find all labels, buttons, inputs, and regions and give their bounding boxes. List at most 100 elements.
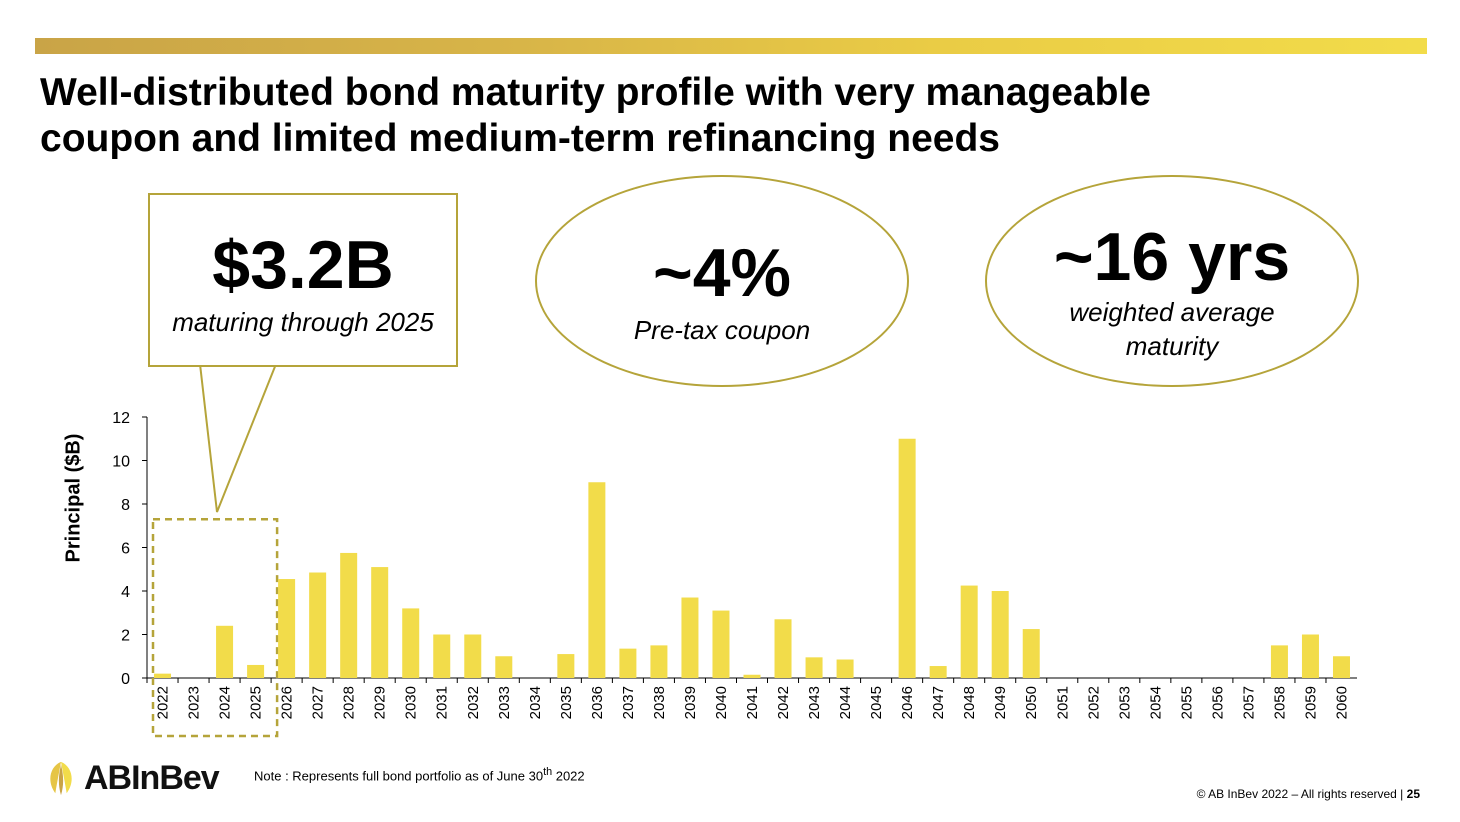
x-tick-label-2036: 2036	[589, 686, 606, 719]
bar-2044	[836, 659, 854, 678]
coupon-value: ~4%	[653, 235, 791, 311]
bar-2031	[433, 634, 451, 678]
x-tick-label-2037: 2037	[620, 686, 637, 719]
x-tick-label-2045: 2045	[868, 686, 885, 719]
x-tick-label-2027: 2027	[310, 686, 327, 719]
x-tick-label-2058: 2058	[1271, 686, 1288, 719]
x-tick-label-2025: 2025	[248, 686, 265, 719]
maturity-value: ~16 yrs	[1053, 219, 1291, 295]
coupon-kpi-ellipse: ~4% Pre-tax coupon	[535, 175, 909, 387]
y-tick-label: 12	[112, 410, 130, 427]
footnote-superscript: th	[543, 766, 553, 778]
x-tick-label-2024: 2024	[217, 686, 234, 719]
bar-2038	[650, 645, 668, 678]
copyright-text: © AB InBev 2022 – All rights reserved |	[1196, 787, 1407, 801]
bar-2026	[278, 579, 296, 678]
bar-2046	[898, 438, 916, 678]
x-tick-label-2054: 2054	[1147, 686, 1164, 719]
x-tick-label-2041: 2041	[744, 686, 761, 719]
bar-2033	[495, 656, 513, 678]
bar-2040	[712, 610, 730, 678]
maturity-kpi-ellipse: ~16 yrs weighted average maturity	[985, 175, 1359, 387]
logo-wordmark: ABInBev	[84, 758, 220, 797]
page-title: Well-distributed bond maturity profile w…	[40, 70, 1340, 162]
bar-2041	[743, 674, 761, 678]
x-tick-label-2049: 2049	[992, 686, 1009, 719]
footnote-text: Note : Represents full bond portfolio as…	[254, 768, 544, 784]
x-tick-label-2039: 2039	[682, 686, 699, 719]
y-tick-label: 4	[121, 584, 130, 601]
x-tick-label-2042: 2042	[775, 686, 792, 719]
x-tick-label-2055: 2055	[1178, 686, 1195, 719]
bar-2025	[247, 664, 265, 678]
y-tick-label: 8	[121, 497, 130, 514]
bar-2047	[929, 666, 947, 678]
bar-2060	[1332, 656, 1350, 678]
x-tick-label-2060: 2060	[1333, 686, 1350, 719]
x-tick-label-2031: 2031	[434, 686, 451, 719]
x-tick-label-2038: 2038	[651, 686, 668, 719]
x-tick-label-2044: 2044	[837, 686, 854, 719]
maturity-caption: weighted average maturity	[1069, 297, 1275, 361]
bar-2036	[588, 482, 606, 678]
y-tick-label: 10	[112, 454, 130, 471]
company-logo: ABInBev	[42, 758, 220, 798]
x-tick-label-2053: 2053	[1116, 686, 1133, 719]
x-tick-label-2022: 2022	[155, 686, 172, 719]
bar-2039	[681, 597, 699, 678]
title-line-2: coupon and limited medium-term refinanci…	[40, 117, 1000, 160]
y-tick-label: 0	[121, 671, 130, 688]
x-tick-label-2035: 2035	[558, 686, 575, 719]
bar-2024	[216, 625, 234, 678]
page-number: 25	[1406, 787, 1420, 801]
x-tick-label-2051: 2051	[1054, 686, 1071, 719]
top-accent-bar	[35, 38, 1427, 54]
x-tick-label-2033: 2033	[496, 686, 513, 719]
x-tick-label-2034: 2034	[527, 686, 544, 719]
x-tick-label-2030: 2030	[403, 686, 420, 719]
x-tick-label-2032: 2032	[465, 686, 482, 719]
callout-value: $3.2B	[212, 227, 394, 303]
x-tick-label-2057: 2057	[1240, 686, 1257, 719]
x-tick-label-2023: 2023	[186, 686, 203, 719]
title-line-1: Well-distributed bond maturity profile w…	[40, 71, 1151, 114]
bar-2058	[1270, 645, 1288, 678]
x-tick-label-2029: 2029	[372, 686, 389, 719]
callout-box: $3.2B maturing through 2025	[148, 193, 458, 367]
copyright: © AB InBev 2022 – All rights reserved | …	[1197, 787, 1420, 801]
bar-2050	[1022, 629, 1040, 678]
bar-2035	[557, 654, 575, 678]
x-tick-label-2046: 2046	[899, 686, 916, 719]
bar-2049	[991, 591, 1009, 678]
footnote: Note : Represents full bond portfolio as…	[254, 766, 585, 783]
bar-2029	[371, 567, 389, 678]
bar-2048	[960, 585, 978, 678]
bar-2030	[402, 608, 420, 678]
x-tick-label-2043: 2043	[806, 686, 823, 719]
y-axis-label: Principal ($B)	[62, 433, 85, 563]
coupon-caption: Pre-tax coupon	[633, 315, 811, 345]
bar-2028	[340, 552, 358, 678]
x-tick-label-2026: 2026	[279, 686, 296, 719]
bar-2037	[619, 648, 637, 678]
x-tick-label-2059: 2059	[1302, 686, 1319, 719]
x-tick-label-2048: 2048	[961, 686, 978, 719]
highlight-dashed-box	[151, 517, 279, 738]
x-tick-label-2050: 2050	[1023, 686, 1040, 719]
bar-2022	[154, 673, 172, 678]
callout-caption: maturing through 2025	[172, 307, 434, 337]
footnote-end: 2022	[552, 768, 585, 784]
bar-2042	[774, 619, 792, 678]
x-tick-label-2047: 2047	[930, 686, 947, 719]
bar-2043	[805, 657, 823, 678]
x-tick-label-2028: 2028	[341, 686, 358, 719]
x-tick-label-2056: 2056	[1209, 686, 1226, 719]
logo-mark-icon	[50, 761, 72, 796]
x-tick-label-2040: 2040	[713, 686, 730, 719]
bar-2059	[1301, 634, 1319, 678]
y-tick-label: 6	[121, 541, 130, 558]
x-tick-label-2052: 2052	[1085, 686, 1102, 719]
bar-2027	[309, 572, 327, 678]
y-tick-label: 2	[121, 628, 130, 645]
